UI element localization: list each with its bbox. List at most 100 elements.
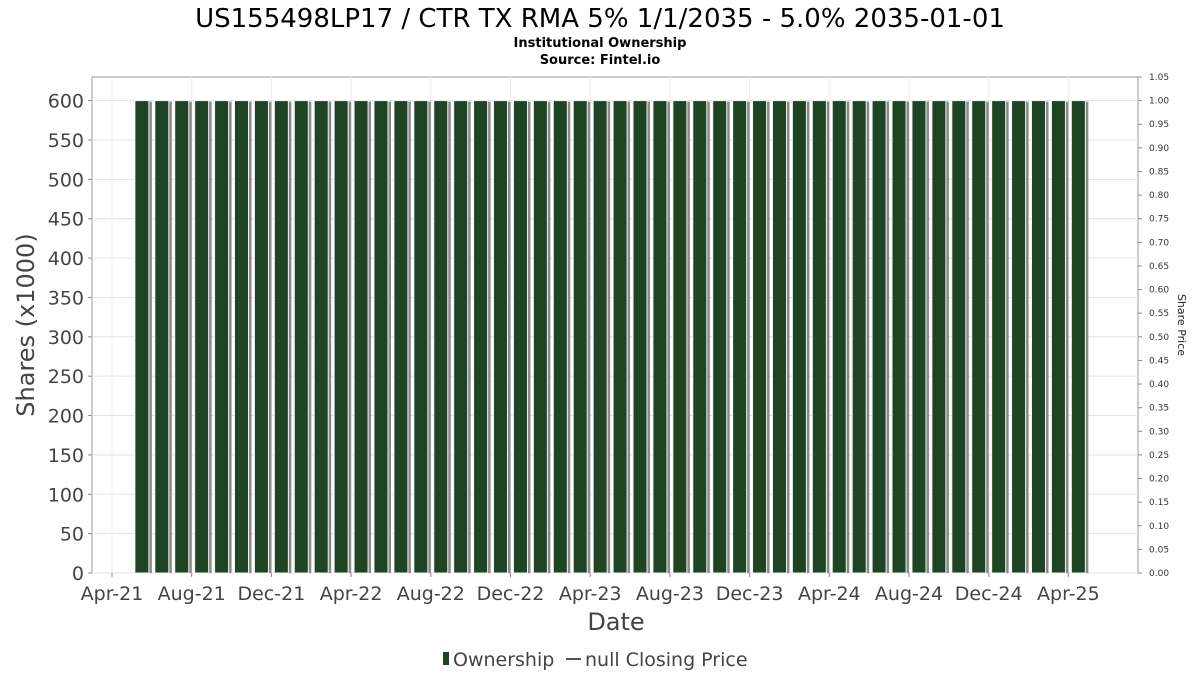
ownership-bar bbox=[134, 100, 150, 574]
y-tick-label: 400 bbox=[48, 248, 84, 270]
y2-tick-label: 0.90 bbox=[1149, 144, 1169, 154]
ownership-bar bbox=[572, 100, 588, 574]
y2-axis-label: Share Price bbox=[1175, 294, 1188, 356]
x-tick-label: Apr-22 bbox=[320, 583, 383, 605]
x-tick-label: Dec-23 bbox=[716, 583, 784, 605]
y2-tick-label: 0.15 bbox=[1149, 498, 1169, 508]
ownership-bar bbox=[732, 100, 748, 574]
chart-source: Source: Fintel.io bbox=[540, 53, 661, 68]
x-tick-label: Aug-24 bbox=[875, 583, 943, 605]
ownership-bar bbox=[154, 100, 170, 574]
ownership-bar bbox=[413, 100, 429, 574]
ownership-bar bbox=[214, 100, 230, 574]
ownership-bar bbox=[692, 100, 708, 574]
y-tick-label: 600 bbox=[48, 91, 84, 113]
ownership-bar bbox=[672, 100, 688, 574]
y2-tick-label: 0.00 bbox=[1149, 569, 1169, 579]
legend-ownership-swatch bbox=[443, 652, 449, 665]
x-tick-label: Dec-21 bbox=[237, 583, 305, 605]
y-tick-label: 150 bbox=[48, 445, 84, 467]
y2-tick-label: 0.70 bbox=[1149, 238, 1169, 248]
y2-tick-label: 0.60 bbox=[1149, 286, 1169, 296]
x-tick-label: Aug-22 bbox=[397, 583, 465, 605]
ownership-bar bbox=[313, 100, 329, 574]
ownership-bar bbox=[891, 100, 907, 574]
legend-ownership-label: Ownership bbox=[453, 649, 554, 671]
ownership-bar bbox=[652, 100, 668, 574]
ownership-bar bbox=[951, 100, 967, 574]
ownership-bar bbox=[931, 100, 947, 574]
ownership-bar bbox=[1011, 100, 1027, 574]
ownership-bar bbox=[393, 100, 409, 574]
y-tick-label: 0 bbox=[72, 563, 84, 585]
y-tick-label: 50 bbox=[60, 524, 84, 546]
ownership-bar bbox=[194, 100, 210, 574]
y-tick-label: 350 bbox=[48, 287, 84, 309]
y2-tick-label: 0.10 bbox=[1149, 522, 1169, 532]
ownership-bar bbox=[771, 100, 787, 574]
x-tick-label: Dec-24 bbox=[955, 583, 1023, 605]
ownership-bar bbox=[453, 100, 469, 574]
ownership-bar bbox=[552, 100, 568, 574]
ownership-bar bbox=[811, 100, 827, 574]
ownership-bar bbox=[712, 100, 728, 574]
y-tick-label: 550 bbox=[48, 130, 84, 152]
y2-tick-label: 0.55 bbox=[1149, 309, 1169, 319]
ownership-bar bbox=[373, 100, 389, 574]
x-tick-label: Apr-24 bbox=[798, 583, 861, 605]
ownership-bar bbox=[234, 100, 250, 574]
y-axis-label: Shares (x1000) bbox=[12, 233, 40, 416]
legend: Ownership null Closing Price bbox=[443, 649, 748, 671]
ownership-bar bbox=[293, 100, 309, 574]
ownership-bar bbox=[632, 100, 648, 574]
y-tick-label: 200 bbox=[48, 406, 84, 428]
ownership-bar bbox=[333, 100, 349, 574]
ownership-bar bbox=[971, 100, 987, 574]
x-axis-label: Date bbox=[587, 608, 644, 636]
right-axis-ticks: 0.00 0.05 0.10 0.15 0.20 0.25 0.30 0.35 0.40 0.45… bbox=[1138, 73, 1169, 579]
ownership-bar bbox=[791, 100, 807, 574]
left-axis-ticks: 0 50 100 150 200 250 300 350 400 450 500 550 600 bbox=[48, 91, 92, 585]
y2-tick-label: 0.65 bbox=[1149, 262, 1169, 272]
x-tick-label: Aug-21 bbox=[158, 583, 226, 605]
y2-tick-label: 0.25 bbox=[1149, 451, 1169, 461]
chart-title: US155498LP17 / CTR TX RMA 5% 1/1/2035 - … bbox=[195, 4, 1005, 34]
ownership-bar bbox=[493, 100, 509, 574]
legend-price-label: null Closing Price bbox=[585, 649, 748, 671]
ownership-bar bbox=[831, 100, 847, 574]
y-tick-label: 500 bbox=[48, 169, 84, 191]
ownership-bar bbox=[532, 100, 548, 574]
x-tick-label: Apr-23 bbox=[559, 583, 622, 605]
ownership-bar bbox=[174, 100, 190, 574]
y2-tick-label: 0.85 bbox=[1149, 167, 1169, 177]
ownership-bar bbox=[612, 100, 628, 574]
ownership-bar bbox=[353, 100, 369, 574]
chart-subtitle: Institutional Ownership bbox=[514, 36, 687, 51]
x-tick-label: Apr-21 bbox=[81, 583, 144, 605]
y-tick-label: 450 bbox=[48, 209, 84, 231]
x-tick-label: Apr-25 bbox=[1037, 583, 1100, 605]
ownership-bar bbox=[851, 100, 867, 574]
ownership-bar bbox=[752, 100, 768, 574]
ownership-bar bbox=[592, 100, 608, 574]
y2-tick-label: 0.35 bbox=[1149, 404, 1169, 414]
y-tick-label: 100 bbox=[48, 484, 84, 506]
ownership-bar bbox=[273, 100, 289, 574]
ownership-bar bbox=[991, 100, 1007, 574]
y2-tick-label: 0.30 bbox=[1149, 427, 1169, 437]
y-tick-label: 250 bbox=[48, 366, 84, 388]
y2-tick-label: 0.20 bbox=[1149, 475, 1169, 485]
y2-tick-label: 1.05 bbox=[1149, 73, 1169, 83]
y2-tick-label: 0.95 bbox=[1149, 120, 1169, 130]
ownership-bar bbox=[433, 100, 449, 574]
y-tick-label: 300 bbox=[48, 327, 84, 349]
x-tick-label: Dec-22 bbox=[477, 583, 545, 605]
ownership-bar bbox=[1070, 100, 1086, 574]
ownership-bar bbox=[1031, 100, 1047, 574]
y2-tick-label: 0.50 bbox=[1149, 333, 1169, 343]
ownership-bar bbox=[871, 100, 887, 574]
y2-tick-label: 0.45 bbox=[1149, 356, 1169, 366]
ownership-bar bbox=[1050, 100, 1066, 574]
ownership-bar bbox=[473, 100, 489, 574]
